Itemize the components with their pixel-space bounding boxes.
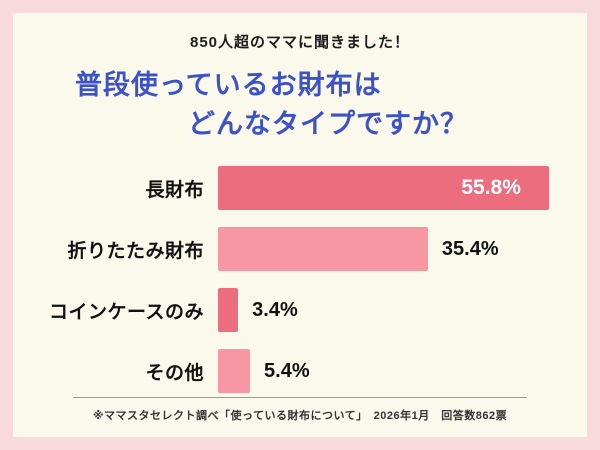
chart-title-line1: 普段使っているお財布は [75, 70, 382, 100]
bar-coin-case [218, 288, 239, 333]
bar-track: 3.4% [218, 288, 559, 333]
bar-long-wallet: 55.8% [218, 166, 549, 211]
category-label: コインケースのみ [48, 301, 204, 323]
footer-source-text: ※ママスタセレクト調べ「使っている財布について」 2026年1月 回答数862票 [92, 410, 508, 422]
chart-row-coin-case: コインケースのみ 3.4% [13, 288, 587, 333]
bar-other [218, 349, 251, 394]
chart-title-line2: どんなタイプですか？ [188, 109, 468, 140]
source-footer: ※ママスタセレクト調べ「使っている財布について」 2026年1月 回答数862票 [13, 397, 587, 423]
chart-row-other: その他 5.4% [13, 349, 587, 394]
bar-track: 5.4% [218, 349, 559, 394]
category-label: 長財布 [145, 179, 204, 201]
bar-track: 55.8% [218, 166, 559, 211]
value-label: 35.4% [441, 237, 499, 260]
chart-row-folding-wallet: 折りたたみ財布 35.4% [13, 227, 587, 272]
value-label: 55.8% [461, 176, 521, 200]
value-label: 3.4% [252, 298, 298, 321]
bar-chart: 長財布 55.8% 折りたたみ財布 35.4% コインケースのみ [13, 166, 587, 394]
value-label: 5.4% [264, 359, 310, 382]
footer-divider [73, 397, 527, 398]
bar-folding-wallet [218, 227, 428, 272]
category-label: 折りたたみ財布 [67, 240, 204, 262]
category-label: その他 [145, 362, 204, 384]
chart-row-long-wallet: 長財布 55.8% [13, 166, 587, 211]
chart-card: 850人超のママに聞きました！ 普段使っているお財布は どんなタイプですか？ 長… [13, 13, 587, 437]
survey-header: 850人超のママに聞きました！ [189, 34, 411, 51]
bar-track: 35.4% [218, 227, 559, 272]
chart-title: 普段使っているお財布は どんなタイプですか？ [13, 66, 587, 144]
